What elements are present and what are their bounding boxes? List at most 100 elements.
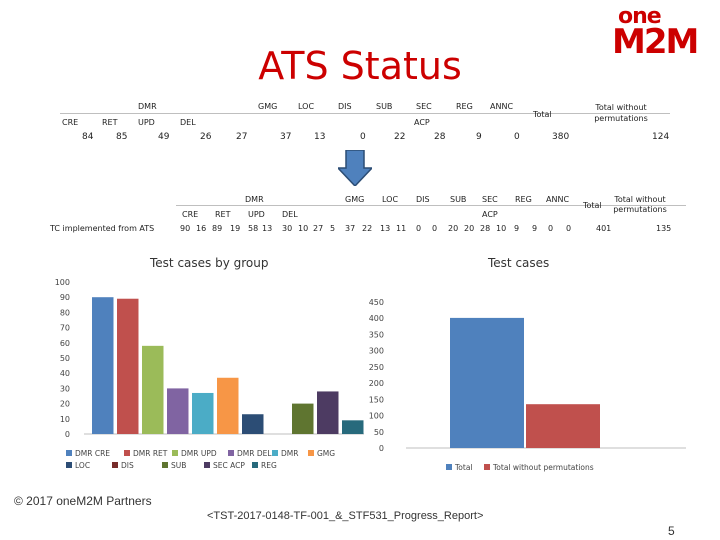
y-tick-label: 30 [60, 384, 70, 393]
y-tick-label: 400 [369, 314, 384, 323]
table2-sub-upd: UPD [248, 210, 265, 219]
table2-value: 5 [330, 224, 336, 233]
table-header-gmg: GMG [258, 102, 278, 111]
y-tick-label: 50 [60, 354, 70, 363]
table-header-loc: LOC [298, 102, 315, 111]
y-tick-label: 300 [369, 347, 384, 356]
down-arrow-icon [338, 150, 372, 186]
page-title: ATS Status [258, 44, 462, 88]
table-value-reg: 9 [476, 132, 482, 142]
table-header-total-without-permutations: Total without permutations [594, 103, 648, 123]
table2-header-dis: DIS [416, 195, 430, 204]
table2-value: 11 [396, 224, 407, 233]
bar [117, 298, 139, 434]
table2-value: 0 [416, 224, 422, 233]
table2-value: 20 [448, 224, 459, 233]
y-tick-label: 10 [60, 415, 70, 424]
legend-label: Total without permutations [492, 463, 594, 472]
copyright-text: © 2017 oneM2M Partners [14, 494, 152, 508]
chart1-title: Test cases by group [150, 256, 269, 270]
table-value-total-without-permutations: 124 [652, 132, 670, 142]
y-tick-label: 100 [369, 412, 384, 421]
table-sub-del: DEL [180, 118, 196, 127]
table2-value: 13 [380, 224, 391, 233]
chart-test-cases-by-group: 0 10 20 30 40 50 60 70 80 90 100 DMR CRE DMR RET DMR … [55, 278, 364, 470]
table2-value: 22 [362, 224, 373, 233]
y-tick-label: 20 [60, 400, 70, 409]
table2-header-annc: ANNC [546, 195, 570, 204]
bar [217, 377, 239, 434]
y-tick-label: 250 [369, 363, 384, 372]
legend-label: DMR CRE [75, 449, 110, 458]
table2-header-gmg: GMG [345, 195, 365, 204]
legend-label: DMR DEL [237, 449, 272, 458]
table2-value: 20 [464, 224, 475, 233]
table-value-annc: 0 [514, 132, 520, 142]
legend-swatch [204, 462, 210, 468]
legend-label: SEC ACP [213, 461, 245, 470]
legend-label: Total [454, 463, 473, 472]
bar [342, 420, 364, 434]
table-value-dmr-cre: 84 [82, 132, 94, 142]
bar [167, 388, 189, 434]
table2-sub-del: DEL [282, 210, 298, 219]
table-header-annc: ANNC [490, 102, 514, 111]
legend-swatch [66, 450, 72, 456]
table2-header-reg: REG [515, 195, 532, 204]
table-header-sec: SEC [416, 102, 432, 111]
bar [242, 414, 264, 434]
table2-value: 0 [548, 224, 554, 233]
legend-label: SUB [171, 461, 186, 470]
table-value-dmr: 27 [236, 132, 248, 142]
table-divider [60, 113, 670, 114]
table-header-sub: SUB [376, 102, 393, 111]
table2-value: 10 [496, 224, 507, 233]
table2-header-sec: SEC [482, 195, 498, 204]
legend-swatch [446, 464, 452, 470]
y-tick-label: 200 [369, 379, 384, 388]
table-value-dmr-del: 26 [200, 132, 212, 142]
bar [142, 345, 164, 434]
table2-value: 10 [298, 224, 309, 233]
legend-swatch [228, 450, 234, 456]
table-header-dis: DIS [338, 102, 352, 111]
table2-header-dmr: DMR [245, 195, 264, 204]
table2-value: 0 [566, 224, 572, 233]
legend-label: DMR [281, 449, 298, 458]
y-tick-label: 100 [55, 278, 70, 287]
table2-value: 30 [282, 224, 293, 233]
table2-value: 90 [180, 224, 191, 233]
table2-value: 135 [656, 224, 672, 233]
y-tick-label: 70 [60, 324, 70, 333]
table2-row-label: TC implemented from ATS [50, 224, 155, 233]
bar [292, 403, 314, 434]
table2-value: 16 [196, 224, 207, 233]
bar [92, 297, 114, 434]
onem2m-logo-m2m: M2M [612, 22, 699, 62]
table-value-gmg: 37 [280, 132, 292, 142]
table2-value: 401 [596, 224, 612, 233]
chart2-title: Test cases [488, 256, 550, 270]
legend-swatch [252, 462, 258, 468]
bar [526, 404, 600, 448]
y-tick-label: 0 [65, 430, 70, 439]
table2-header-sub: SUB [450, 195, 467, 204]
table-header-total: Total [533, 110, 552, 119]
legend-label: LOC [75, 461, 90, 470]
table2-header-loc: LOC [382, 195, 399, 204]
legend-label: REG [261, 461, 277, 470]
legend-swatch [66, 462, 72, 468]
legend-label: DMR RET [133, 449, 168, 458]
y-tick-label: 50 [374, 428, 384, 437]
legend-swatch [124, 450, 130, 456]
table2-sub-ret: RET [215, 210, 231, 219]
table-value-sub: 22 [394, 132, 406, 142]
table-sub-upd: UPD [138, 118, 155, 127]
legend-swatch [162, 462, 168, 468]
table2-value: 0 [432, 224, 438, 233]
y-tick-label: 60 [60, 339, 70, 348]
bar [192, 392, 214, 434]
table2-value: 58 [248, 224, 259, 233]
y-tick-label: 150 [369, 395, 384, 404]
table-value-dis: 0 [360, 132, 366, 142]
